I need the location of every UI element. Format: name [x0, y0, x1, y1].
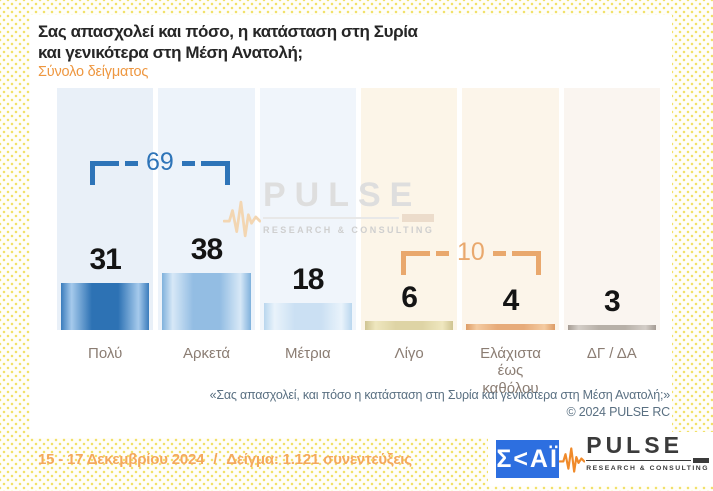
value-label-arketa: 38 [190, 233, 223, 266]
sample-size: Δείγμα: 1.121 συνεντεύξεις [226, 451, 412, 468]
value-label-ligo: 6 [401, 281, 418, 314]
pulse-logo: PULSE RESEARCH & CONSULTING [558, 434, 709, 484]
bar-column-dgda: 3 [563, 88, 660, 330]
bar-metria [263, 303, 352, 330]
skai-logo: Σ<ΑΪ [496, 440, 560, 478]
watermark-text-group: PULSE RESEARCH & CONSULTING [263, 176, 435, 235]
watermark-rule [263, 214, 435, 222]
content-panel: Σας απασχολεί και πόσο, η κατάσταση στη … [30, 15, 672, 438]
bracket-dash [181, 161, 195, 166]
category-label-dgda: ΔΓ / ΔΑ [586, 345, 637, 362]
bar-column-metria: 18 [259, 88, 356, 330]
page-title: Σας απασχολεί και πόσο, η κατάσταση στη … [38, 21, 418, 63]
category-label-ligo: Λίγο [394, 345, 424, 362]
value-label-dgda: 3 [603, 285, 621, 318]
source-question: «Σας απασχολεί, και πόσο η κατάσταση στη… [209, 388, 671, 402]
bracket-left-corner [90, 161, 119, 185]
category-axis: Πολύ Αρκετά Μέτρια Λίγο Ελάχιστα έως καθ… [57, 345, 660, 397]
value-label-metria: 18 [292, 263, 324, 296]
category-label-metria: Μέτρια [284, 345, 331, 362]
logo-strip: Σ<ΑΪ PULSE RESEARCH & CONSULTING [488, 432, 713, 486]
title-line-1: Σας απασχολεί και πόσο, η κατάσταση στη … [38, 22, 418, 41]
pulse-logo-name: PULSE [586, 432, 683, 458]
bracket-right-corner [511, 251, 541, 275]
watermark-line [263, 217, 400, 219]
bracket-left-corner [401, 251, 430, 275]
pulse-watermark: PULSE RESEARCH & CONSULTING [222, 176, 435, 253]
bar-column-poly: 31 [57, 88, 154, 330]
watermark-tagline: RESEARCH & CONSULTING [263, 225, 435, 235]
page-subtitle: Σύνολο δείγματος [38, 64, 149, 80]
pulse-logo-block [693, 458, 709, 463]
bar-dgda [567, 325, 656, 330]
bar-chart: 31 38 18 6 4 3 [57, 88, 660, 330]
category-label-elaxista: Ελάχιστα έως καθόλου [480, 345, 541, 397]
bar-column-ligo: 6 [360, 88, 458, 330]
pulse-logo-rule [586, 458, 709, 463]
bracket-dash [436, 251, 449, 256]
bracket-value: 10 [457, 238, 485, 266]
fieldwork-dates: 15 - 17 Δεκεμβρίου 2024 [38, 451, 205, 468]
pulse-logo-tagline: RESEARCH & CONSULTING [586, 464, 709, 472]
bar-elaxista [466, 324, 555, 330]
category-label-poly: Πολύ [88, 345, 123, 362]
pulse-heartbeat-icon [558, 441, 586, 484]
fieldwork-info: 15 - 17 Δεκεμβρίου 2024 / Δείγμα: 1.121 … [38, 451, 412, 468]
watermark-block [402, 214, 435, 222]
bracket-dash [125, 161, 138, 166]
source-footnote: «Σας απασχολεί, και πόσο η κατάσταση στη… [209, 387, 671, 421]
fieldwork-separator: / [213, 451, 218, 468]
value-label-elaxista: 4 [502, 284, 520, 317]
group-bracket-concerned-69: 69 [90, 150, 230, 185]
pulse-logo-line [586, 459, 691, 461]
bar-arketa [162, 273, 251, 330]
pulse-logo-text-group: PULSE RESEARCH & CONSULTING [586, 434, 709, 472]
bar-poly [61, 283, 150, 330]
pulse-heartbeat-icon [222, 190, 262, 253]
bar-ligo [364, 321, 454, 330]
group-bracket-unconcerned-10: 10 [401, 240, 541, 275]
title-line-2: και γενικότερα στη Μέση Ανατολή; [38, 43, 303, 62]
category-label-arketa: Αρκετά [182, 345, 231, 362]
copyright-line: © 2024 PULSE RC [566, 405, 671, 420]
bar-column-elaxista: 4 [462, 88, 559, 330]
bracket-dash [492, 251, 506, 256]
bracket-right-corner [200, 161, 230, 185]
bracket-value: 69 [146, 148, 174, 176]
watermark-name: PULSE [263, 176, 422, 214]
value-label-poly: 31 [89, 243, 121, 276]
